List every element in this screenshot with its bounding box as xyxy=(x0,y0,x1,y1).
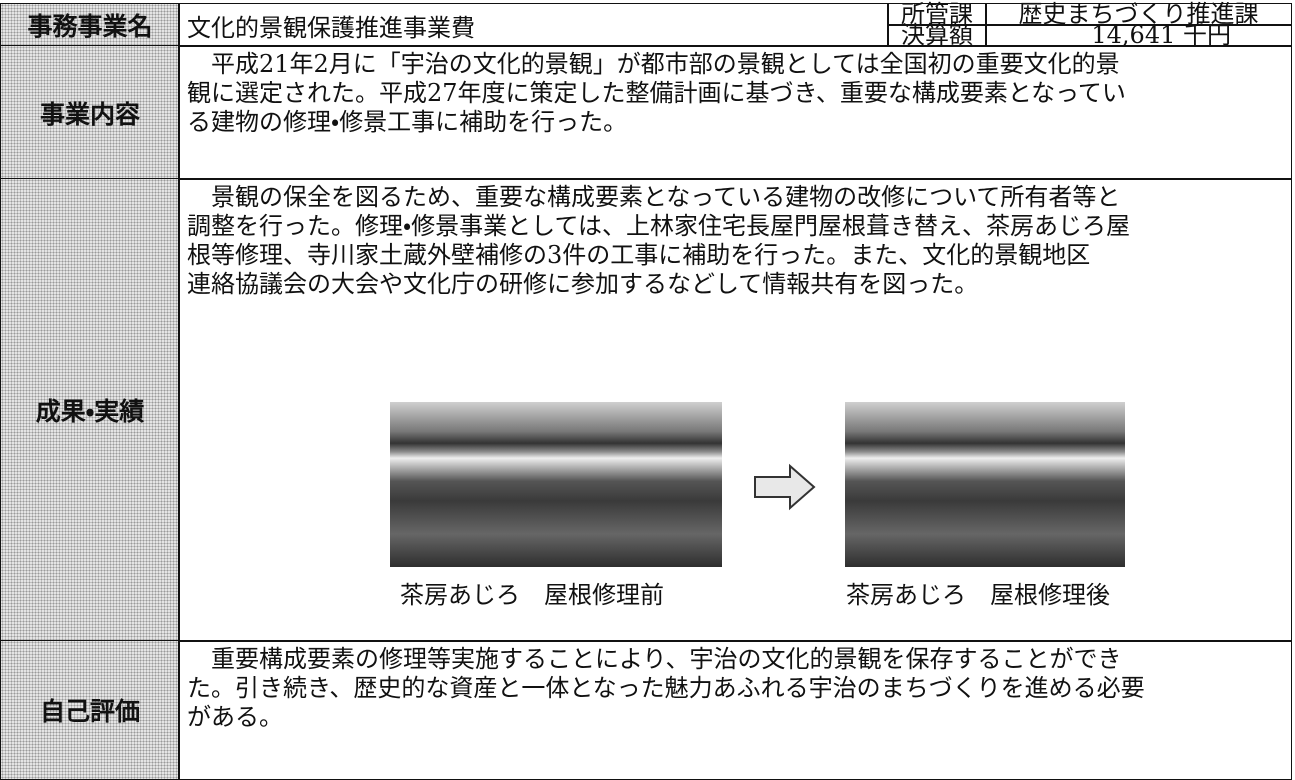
text-line: 重要構成要素の修理等実施することにより、宇治の文化的景観を保存することができ xyxy=(211,645,1122,673)
paragraph: 景観の保全を図るため、重要な構成要素となっている建物の改修について所有者等と 調整… xyxy=(187,183,1285,299)
label-cell: 事務事業名 xyxy=(0,3,180,47)
label: 成果・実績 xyxy=(35,397,145,426)
amount: 14,641 千円 xyxy=(1091,21,1231,49)
amount-cell: 14,641 千円 xyxy=(985,21,1292,49)
amount-label: 決算額 xyxy=(901,21,973,49)
content-cell: 景観の保全を図るため、重要な構成要素となっている建物の改修について所有者等と 調整… xyxy=(178,178,1292,642)
label: 事務事業名 xyxy=(27,12,153,41)
text-line: た。引き続き、歴史的な資産と一体となった魅力あふれる宇治のまちづくりを進める必要 xyxy=(187,674,1145,702)
label: 自己評価 xyxy=(39,697,140,726)
dept-cell: 歴史まちづくり推進課 xyxy=(985,0,1292,28)
text-line: 連絡協議会の大会や文化庁の研修に参加するなどして情報共有を図った。 xyxy=(187,270,979,298)
photo-after xyxy=(845,402,1125,567)
photo-caption: 茶房あじろ 屋根修理後 xyxy=(846,581,1110,609)
text-line: 調整を行った。修理・修景事業としては、上林家住宅長屋門屋根葺き替え、茶房あじろ屋 xyxy=(187,212,1130,240)
content-cell: 重要構成要素の修理等実施することにより、宇治の文化的景観を保存することができ た。… xyxy=(178,640,1292,780)
dept: 歴史まちづくり推進課 xyxy=(1018,0,1259,28)
label-cell: 自己評価 xyxy=(0,640,180,780)
paragraph: 重要構成要素の修理等実施することにより、宇治の文化的景観を保存することができ た。… xyxy=(187,645,1285,732)
dept-label: 所管課 xyxy=(901,0,973,28)
arrow xyxy=(754,463,816,511)
label-cell: 成果・実績 xyxy=(0,178,180,642)
amount-label-cell: 決算額 xyxy=(887,21,987,49)
project-name: 文化的景観保護推進事業費 xyxy=(187,13,475,42)
text-line: 景観の保全を図るため、重要な構成要素となっている建物の改修について所有者等と xyxy=(211,183,1121,211)
text-line: る建物の修理・修景工事に補助を行った。 xyxy=(187,108,628,136)
text-line: 観に選定された。平成27年度に策定した整備計画に基づき、重要な構成要素となってい xyxy=(187,79,1126,107)
photo-caption: 茶房あじろ 屋根修理前 xyxy=(400,581,664,609)
label: 事業内容 xyxy=(39,99,140,129)
content-cell: 平成21年2月に「宇治の文化的景観」が都市部の景観としては全国初の重要文化的景観… xyxy=(178,45,1292,180)
text-line: がある。 xyxy=(187,703,283,731)
name-cell: 文化的景観保護推進事業費 xyxy=(178,3,889,47)
photo-before xyxy=(390,402,722,567)
dept-label-cell: 所管課 xyxy=(887,0,987,28)
paragraph: 平成21年2月に「宇治の文化的景観」が都市部の景観としては全国初の重要文化的景観… xyxy=(187,50,1285,137)
text-line: 根等修理、寺川家土蔵外壁補修の3件の工事に補助を行った。また、文化的景観地区 xyxy=(187,241,1091,269)
text-line: 平成21年2月に「宇治の文化的景観」が都市部の景観としては全国初の重要文化的景 xyxy=(211,50,1120,78)
label-cell: 事業内容 xyxy=(0,45,180,180)
